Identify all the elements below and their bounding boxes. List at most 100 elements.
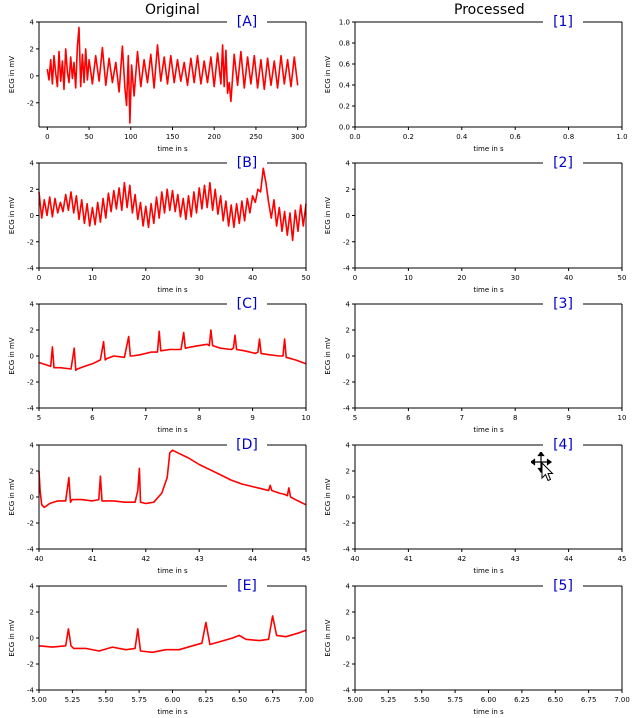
panel-processed-1-x-tick-label: 0.0 [349,133,360,141]
panel-original-4-label: [D] [236,437,258,453]
panel-processed-4-y-tick-label: -2 [343,520,350,528]
panel-original-1-y-axis-label: ECG in mV [8,56,16,93]
panel-original-3-y-tick-label: 2 [30,327,34,335]
panel-processed-1-x-axis-label: time in s [473,145,504,153]
panel-original-4-y-tick-label: -4 [27,546,35,554]
panel-original-1-x-tick-label: 100 [124,133,137,141]
panel-original-3-x-axis-label: time in s [157,426,188,434]
panel-processed-4-x-tick-label: 40 [351,555,360,563]
panel-processed-1-x-tick-label: 0.6 [510,133,522,141]
panel-original-5-x-tick-label: 6.00 [165,696,181,704]
panel-original-2-y-tick-label: 4 [30,160,35,168]
panel-original-3-y-axis-label: ECG in mV [8,337,16,374]
panel-processed-3-y-tick-label: 2 [346,327,350,335]
panel-original-5-x-axis-label: time in s [157,708,188,716]
panel-original-3-label: [C] [237,296,258,312]
panel-original-2-x-axis-label: time in s [157,286,188,294]
panel-processed-5-x-tick-label: 5.25 [381,696,397,704]
panel-original-5-x-tick-label: 6.50 [231,696,247,704]
panel-original-2-y-tick-label: 2 [30,186,34,194]
panel-processed-2-y-tick-label: 0 [346,212,350,220]
panel-processed-2-y-tick-label: 4 [346,160,351,168]
panel-processed-3-y-tick-label: 4 [346,301,351,309]
panel-original-2-x-tick-label: 20 [141,274,150,282]
panel-original-3-x-tick-label: 9 [250,414,254,422]
panel-processed-5-y-tick-label: 0 [346,635,350,643]
panel-processed-4-x-tick-label: 41 [404,555,413,563]
panel-processed-5-y-tick-label: -4 [343,687,351,695]
panel-original-1-x-tick-label: 250 [249,133,262,141]
panel-processed-1-x-tick-label: 0.2 [403,133,414,141]
panel-original-3-x-tick-label: 10 [302,414,311,422]
panel-original-2-label: [B] [237,155,258,171]
panel-processed-3-x-axis-label: time in s [473,426,504,434]
panel-original-4-y-tick-label: -2 [27,520,34,528]
panel-original-4-x-tick-label: 45 [302,555,311,563]
panel-original-4-y-tick-label: 2 [30,468,34,476]
panel-processed-2-x-axis-label: time in s [473,286,504,294]
panel-processed-2-y-axis-label: ECG in mV [324,197,332,234]
panel-processed-5-y-tick-label: -2 [343,661,350,669]
panel-original-5-x-tick-label: 5.25 [65,696,81,704]
panel-original-3-y-tick-label: 4 [30,301,35,309]
panel-processed-4-y-tick-label: -4 [343,546,351,554]
panel-original-4-x-tick-label: 41 [88,555,97,563]
panel-processed-1-y-axis-label: ECG in mV [324,56,332,93]
panel-original-2-x-tick-label: 30 [195,274,204,282]
panel-processed-4-x-tick-label: 42 [457,555,466,563]
panel-original-1-x-tick-label: 200 [208,133,221,141]
panel-processed-1-y-tick-label: 0.2 [339,103,350,111]
panel-processed-4-x-axis-label: time in s [473,567,504,575]
panel-processed-5-x-tick-label: 6.75 [581,696,597,704]
panel-processed-1-y-tick-label: 1.0 [339,19,350,27]
panel-processed-5-label: [5] [553,578,573,594]
panel-original-1-x-axis-label: time in s [157,145,188,153]
panel-original-1-ecg-line [46,26,299,124]
panel-original-5-y-axis-label: ECG in mV [8,619,16,656]
panel-processed-5-x-tick-label: 6.00 [481,696,497,704]
panel-processed-1-x-tick-label: 0.8 [563,133,574,141]
panel-processed-3-x-tick-label: 5 [353,414,357,422]
panel-original-2-x-tick-label: 40 [248,274,257,282]
panel-original-4-x-tick-label: 40 [35,555,44,563]
panel-processed-4-x-tick-label: 43 [511,555,520,563]
panel-processed-3-y-tick-label: -4 [343,405,351,413]
panel-processed-5-x-tick-label: 5.50 [414,696,430,704]
panel-original-5-x-tick-label: 5.75 [131,696,147,704]
panel-processed-2-x-tick-label: 0 [353,274,357,282]
panel-processed-1-y-tick-label: 0.6 [339,61,351,69]
panel-original-2-x-tick-label: 50 [302,274,311,282]
panel-original-1-y-tick-label: 4 [30,19,35,27]
panel-processed-1-y-tick-label: 0.4 [339,82,351,90]
panel-original-4-y-axis-label: ECG in mV [8,478,16,515]
panel-processed-5-x-tick-label: 7.00 [614,696,630,704]
panel-original-1-y-tick-label: -2 [27,99,34,107]
panel-processed-5-y-tick-label: 2 [346,609,350,617]
panel-original-2-x-tick-label: 10 [88,274,97,282]
panel-processed-3-x-tick-label: 6 [406,414,411,422]
panel-original-1-x-tick-label: 50 [85,133,94,141]
panel-processed-4-y-tick-label: 4 [346,442,351,450]
panel-original-3-y-tick-label: -2 [27,379,34,387]
panel-processed-2-x-tick-label: 20 [457,274,466,282]
panel-original-5-x-tick-label: 5.00 [31,696,47,704]
panel-processed-1-label: [1] [553,14,573,30]
panel-original-4-x-tick-label: 43 [195,555,204,563]
panel-processed-3-label: [3] [553,296,573,312]
panel-processed-5-x-tick-label: 6.25 [514,696,530,704]
panel-original-2-y-tick-label: -4 [27,265,35,273]
panel-processed-3-y-tick-label: 0 [346,353,350,361]
panel-processed-4-x-tick-label: 44 [564,555,573,563]
panel-processed-2-y-tick-label: -4 [343,265,351,273]
panel-original-5-ecg-line [38,615,307,654]
panel-processed-3-x-tick-label: 8 [513,414,517,422]
panel-processed-2-y-tick-label: 2 [346,186,350,194]
panel-original-3-x-tick-label: 6 [90,414,95,422]
panel-original-5-y-tick-label: -4 [27,687,35,695]
panel-processed-2-x-tick-label: 40 [564,274,573,282]
panel-original-4-x-axis-label: time in s [157,567,188,575]
panel-processed-5-x-axis-label: time in s [473,708,504,716]
panel-processed-2-y-tick-label: -2 [343,238,350,246]
panel-original-2-ecg-line [38,167,307,242]
